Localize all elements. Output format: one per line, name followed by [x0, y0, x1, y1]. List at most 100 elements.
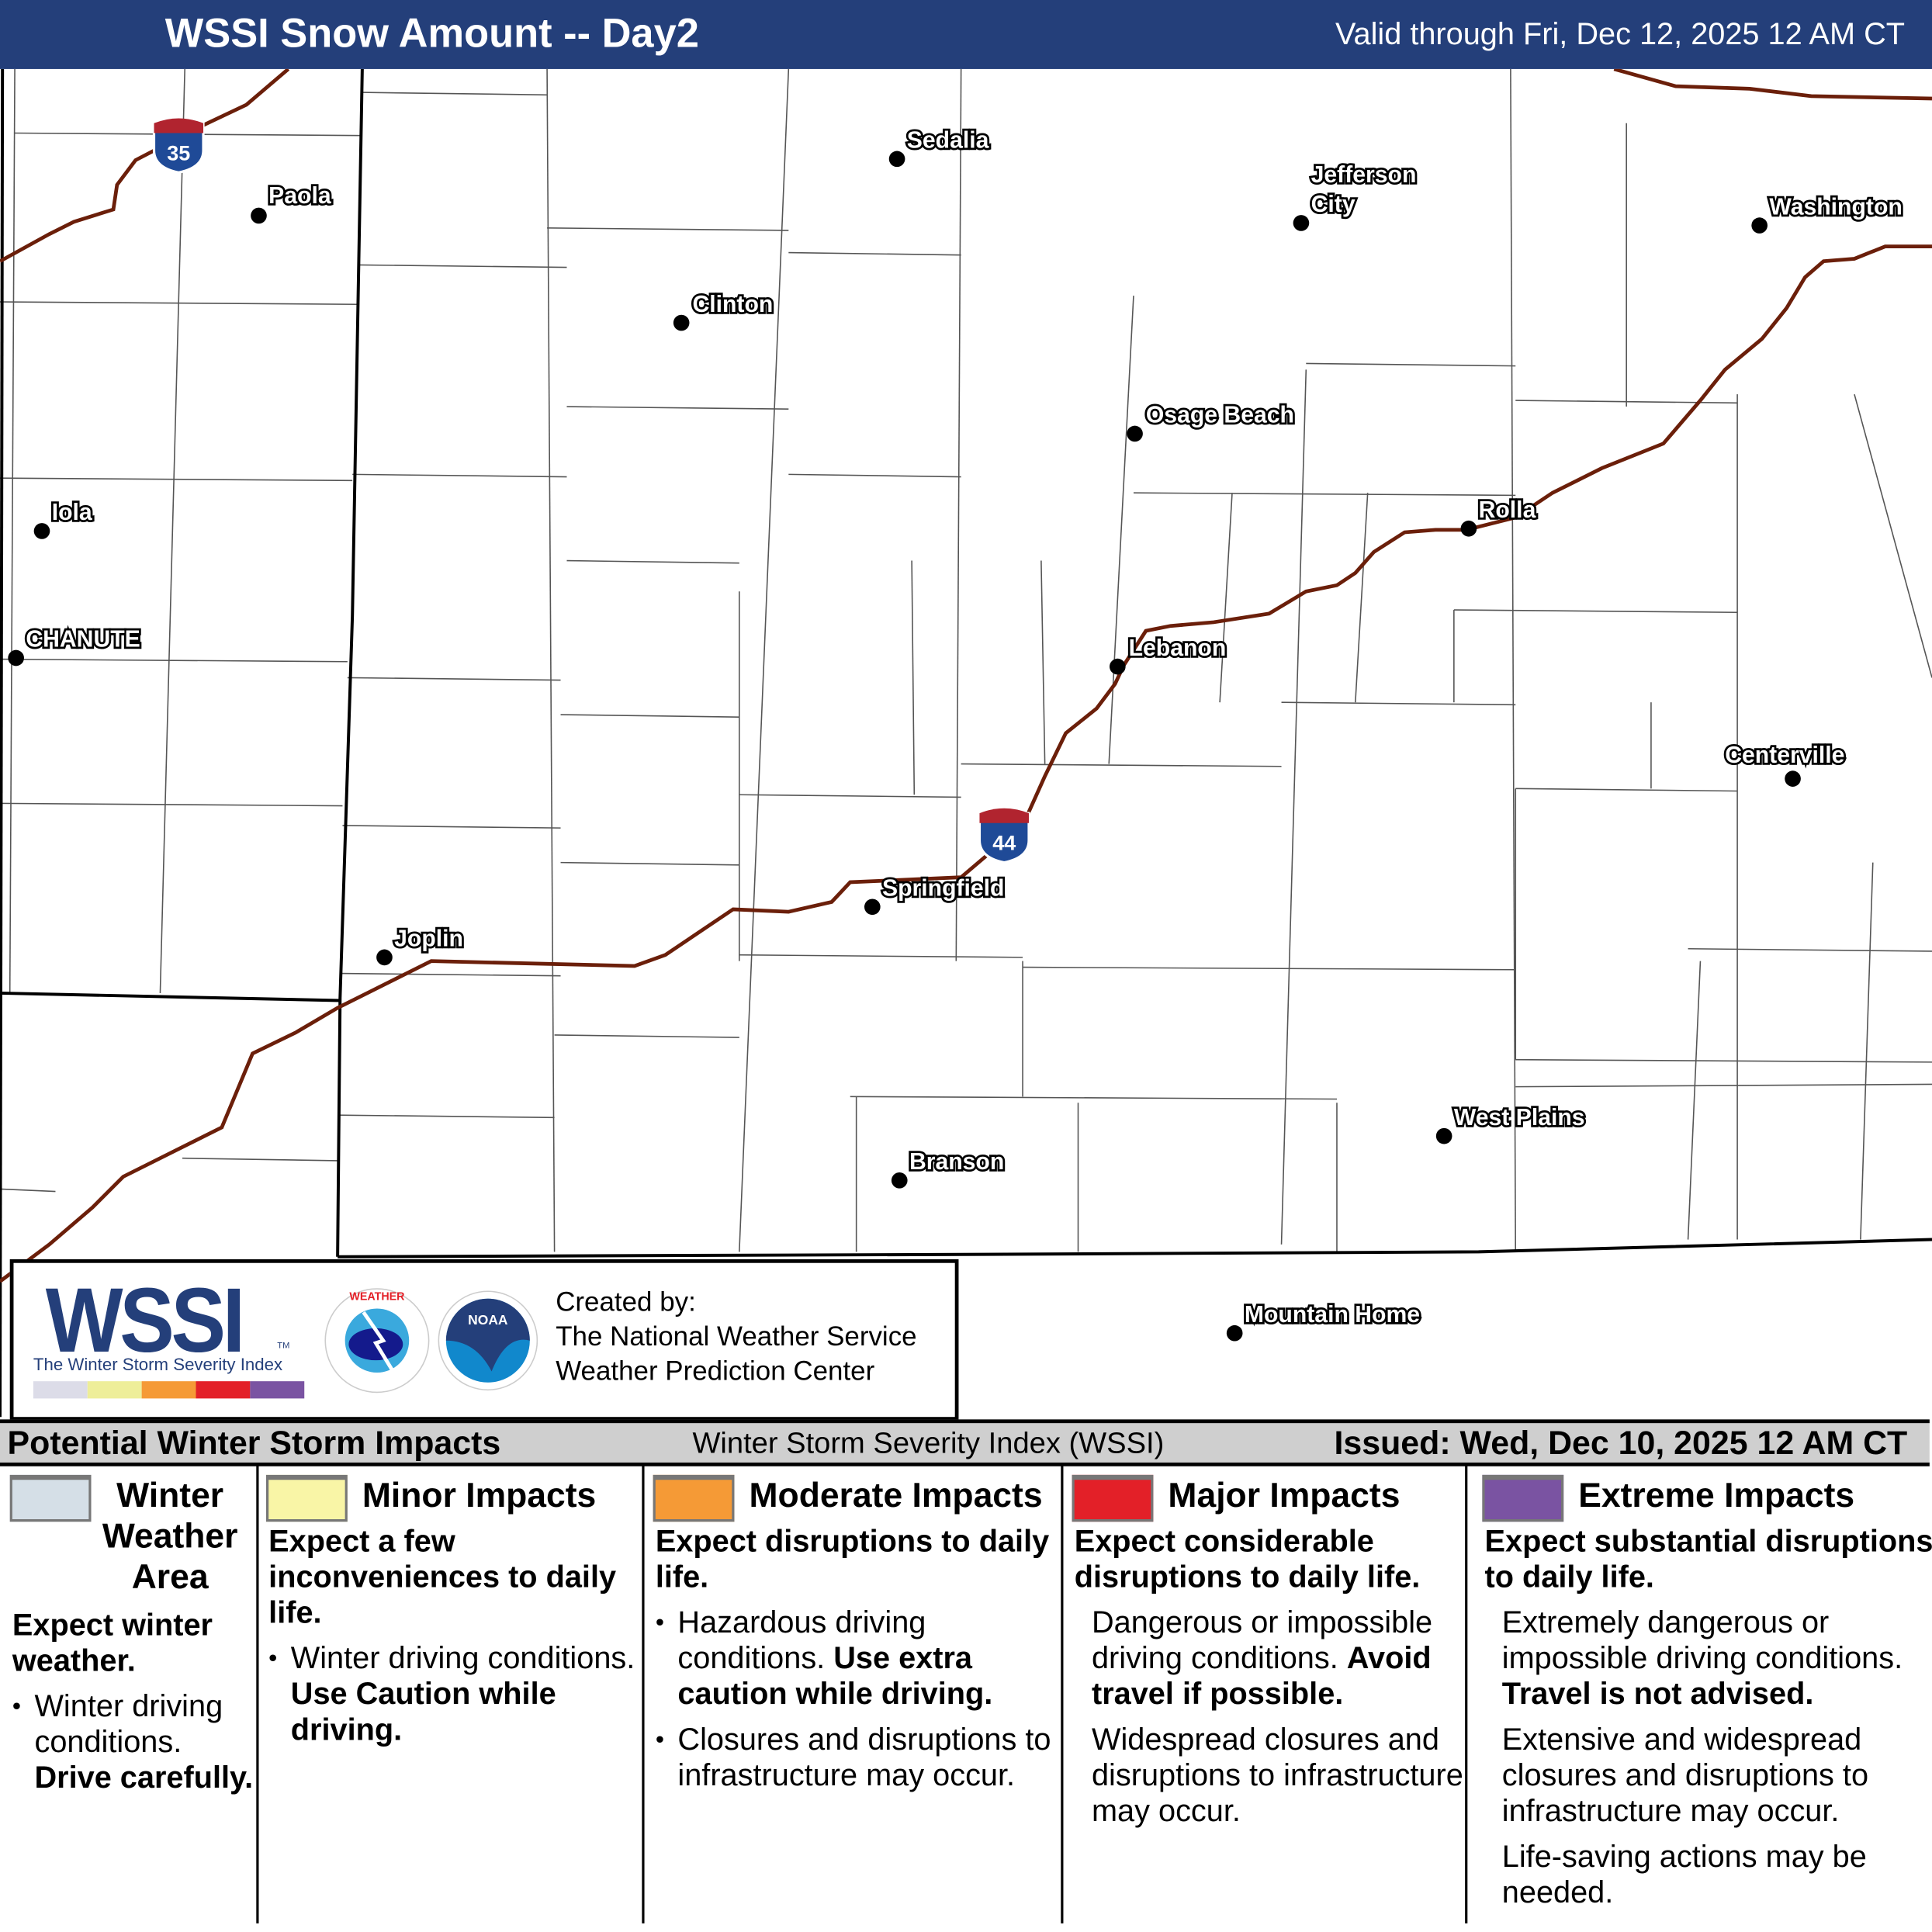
city-joplin[interactable]: Joplin	[376, 924, 466, 966]
issued-time: Issued: Wed, Dec 10, 2025 12 AM CT	[1334, 1424, 1908, 1462]
scale-swatch	[141, 1381, 196, 1399]
svg-text:NOAA: NOAA	[468, 1312, 508, 1328]
city-label: Washington	[1769, 194, 1902, 220]
created-wpc: Weather Prediction Center	[556, 1355, 875, 1387]
created-nws: The National Weather Service	[556, 1321, 917, 1352]
impacts-heading: Potential Winter Storm Impacts	[7, 1424, 501, 1462]
city-dot	[864, 898, 881, 916]
city-branson[interactable]: Branson	[891, 1147, 1006, 1189]
map[interactable]: 35 44 Sedalia Jefferson City Paola Washington…	[0, 68, 1932, 1419]
created-by: Created by: The National Weather Service…	[556, 1285, 916, 1388]
city-label: West Plains	[1454, 1105, 1585, 1130]
legend-name: Moderate Impacts	[749, 1476, 1043, 1515]
legend-bullet: Winter driving conditions. Use Caution w…	[268, 1641, 644, 1748]
legend-name: Major Impacts	[1168, 1476, 1401, 1515]
legend-description: Expect disruptions to daily life.	[655, 1524, 1050, 1594]
city-label: Branson	[909, 1149, 1004, 1175]
city-dot	[1785, 770, 1801, 787]
city-label: Paola	[268, 183, 331, 209]
legend-bullet: Hazardous driving conditions. Use extra …	[656, 1605, 1062, 1712]
city-west-plains[interactable]: West Plains	[1435, 1103, 1587, 1144]
city-rolla[interactable]: Rolla	[1460, 495, 1538, 537]
county-borders	[0, 68, 1932, 1252]
legend-winter-weather-area: Winter Weather Area Expect winter weather…	[9, 1465, 259, 1923]
nws-logo: WEATHER	[324, 1288, 430, 1394]
city-washington[interactable]: Washington	[1751, 192, 1905, 234]
legend-bullet: Winter driving conditions. Drive careful…	[12, 1689, 259, 1796]
created-label: Created by:	[556, 1286, 696, 1317]
wssi-color-scale	[33, 1381, 305, 1399]
city-label: CHANUTE	[26, 627, 140, 653]
map-title: WSSI Snow Amount -- Day2	[164, 9, 699, 56]
city-paola[interactable]: Paola	[251, 181, 334, 224]
svg-text:Jefferson: Jefferson	[1311, 162, 1417, 188]
city-label: Sedalia	[907, 128, 989, 154]
city-dot	[673, 314, 690, 331]
city-dot	[1293, 215, 1310, 231]
city-sedalia[interactable]: Sedalia	[888, 126, 991, 168]
city-centerville[interactable]: Centerville	[1723, 740, 1847, 787]
city-dot	[888, 151, 905, 168]
wssi-logo-box: WSSI TM The Winter Storm Severity Index …	[9, 1259, 959, 1421]
header-bar: WSSI Snow Amount -- Day2 Valid through F…	[0, 0, 1932, 69]
city-dot	[1110, 658, 1126, 675]
scale-swatch	[250, 1381, 305, 1399]
city-dot	[1751, 217, 1768, 234]
legend-extreme-impacts: Extreme Impacts Expect substantial disrup…	[1482, 1465, 1932, 1923]
legend-name: Extreme Impacts	[1578, 1476, 1855, 1515]
city-label: Centerville	[1725, 743, 1844, 768]
city-dot	[251, 207, 267, 224]
legend-description: Expect considerable disruptions to daily…	[1074, 1524, 1421, 1594]
svg-text:City: City	[1311, 192, 1356, 217]
city-osage-beach[interactable]: Osage Beach	[1127, 400, 1297, 442]
city-jefferson-city[interactable]: Jefferson City	[1293, 160, 1418, 231]
legend-swatch	[266, 1474, 348, 1522]
city-clinton[interactable]: Clinton	[673, 289, 775, 331]
legend-divider	[1465, 1465, 1468, 1923]
legend-moderate-impacts: Moderate Impacts Expect disruptions to da…	[653, 1465, 1060, 1923]
city-lebanon[interactable]: Lebanon	[1110, 633, 1228, 675]
legend-minor-impacts: Minor Impacts Expect a few inconveniences…	[266, 1465, 642, 1923]
legend-swatch	[1482, 1474, 1564, 1522]
legend-description: Expect substantial disruptions to daily …	[1484, 1524, 1932, 1594]
legend-paragraph: Dangerous or impossible driving conditio…	[1091, 1605, 1433, 1712]
trademark: TM	[277, 1342, 290, 1351]
legend-paragraph: Extremely dangerous or impossible drivin…	[1501, 1605, 1903, 1712]
legend-paragraph: Life-saving actions may be needed.	[1501, 1839, 1867, 1910]
city-dot	[891, 1172, 908, 1189]
city-chanute[interactable]: CHANUTE	[8, 625, 143, 667]
wssi-name: Winter Storm Severity Index (WSSI)	[692, 1426, 1165, 1460]
impact-legend: Winter Weather Area Expect winter weather…	[0, 1465, 1932, 1932]
city-dot	[1127, 425, 1143, 442]
city-label: Iola	[52, 500, 92, 525]
city-dot	[376, 949, 393, 966]
scale-swatch	[87, 1381, 142, 1399]
city-dot	[33, 523, 50, 539]
noaa-logo: NOAA	[438, 1290, 538, 1391]
city-label: Joplin	[394, 926, 463, 952]
city-dot	[1226, 1324, 1243, 1342]
scale-swatch	[196, 1381, 251, 1399]
interstate-shield-44: 44	[978, 808, 1030, 864]
legend-description: Expect winter weather.	[12, 1608, 213, 1678]
svg-text:35: 35	[167, 141, 190, 164]
city-label: Lebanon	[1129, 635, 1227, 661]
city-springfield[interactable]: Springfield	[864, 874, 1006, 916]
impacts-title-strip: Potential Winter Storm Impacts Winter St…	[0, 1419, 1930, 1466]
city-label: Mountain Home	[1245, 1302, 1420, 1328]
valid-through: Valid through Fri, Dec 12, 2025 12 AM CT	[1335, 17, 1906, 52]
city-iola[interactable]: Iola	[33, 497, 95, 539]
city-dot	[1435, 1127, 1452, 1144]
city-mountain-home[interactable]: Mountain Home	[1226, 1300, 1422, 1342]
svg-text:WEATHER: WEATHER	[349, 1290, 405, 1303]
city-label: Clinton	[692, 292, 773, 317]
city-label: Springfield	[882, 875, 1004, 901]
legend-swatch	[653, 1474, 735, 1522]
wssi-subtitle: The Winter Storm Severity Index	[33, 1354, 283, 1374]
city-dot	[8, 649, 24, 667]
legend-name: Winter Weather Area	[102, 1476, 238, 1596]
city-dot	[1460, 520, 1477, 537]
state-borders	[0, 68, 1932, 1418]
wssi-logo: WSSI	[45, 1269, 245, 1372]
